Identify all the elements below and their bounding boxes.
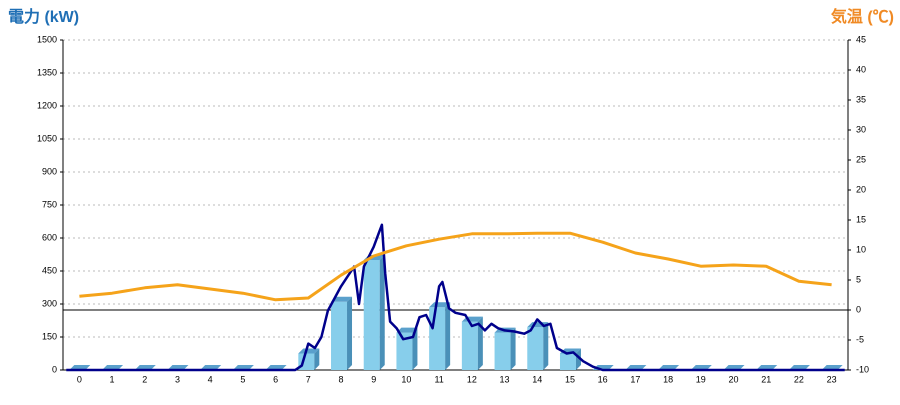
y-tick-label: 450 [42, 265, 57, 275]
y2-tick-label: 35 [856, 94, 866, 104]
x-tick-label: 18 [663, 374, 673, 384]
bar [331, 301, 348, 370]
x-tick-label: 0 [77, 374, 82, 384]
temperature-line [79, 231, 832, 302]
bar-top [298, 348, 320, 354]
y2-tick-label: 0 [856, 304, 861, 314]
x-tick-label: 19 [696, 374, 706, 384]
bar-top [429, 302, 451, 308]
x-tick-label: 9 [371, 374, 376, 384]
x-tick-label: 6 [273, 374, 278, 384]
bar-top [331, 296, 353, 302]
bar [396, 332, 413, 370]
x-tick-label: 22 [794, 374, 804, 384]
power-line [66, 223, 845, 372]
y2-tick-label: 45 [856, 34, 866, 44]
bar [429, 307, 446, 370]
x-tick-label: 13 [500, 374, 510, 384]
bar-side [314, 348, 320, 370]
x-tick-label: 2 [142, 374, 147, 384]
x-tick-label: 3 [175, 374, 180, 384]
bar-side [379, 255, 385, 370]
x-tick-label: 23 [827, 374, 837, 384]
y2-tick-label: 10 [856, 244, 866, 254]
x-tick-label: 10 [401, 374, 411, 384]
bar-side [510, 327, 516, 370]
bar [494, 332, 511, 370]
bar [363, 260, 380, 370]
y-axis-title: 電力 (kW) [8, 7, 79, 26]
x-tick-label: 12 [467, 374, 477, 384]
x-tick-label: 20 [729, 374, 739, 384]
x-tick-label: 5 [240, 374, 245, 384]
y-tick-label: 900 [42, 166, 57, 176]
y2-tick-label: -5 [856, 334, 864, 344]
y-tick-label: 150 [42, 331, 57, 341]
y-tick-label: 0 [52, 364, 57, 374]
y2-tick-label: -10 [856, 364, 869, 374]
y2-tick-label: 25 [856, 154, 866, 164]
y-tick-label: 750 [42, 199, 57, 209]
y-tick-label: 300 [42, 298, 57, 308]
x-tick-label: 15 [565, 374, 575, 384]
y-tick-label: 1350 [37, 67, 57, 77]
x-tick-label: 1 [110, 374, 115, 384]
x-tick-label: 11 [434, 374, 443, 384]
y2-tick-label: 30 [856, 124, 866, 134]
y-tick-label: 1500 [37, 34, 57, 44]
x-tick-label: 4 [208, 374, 213, 384]
x-tick-label: 7 [306, 374, 311, 384]
y2-tick-label: 5 [856, 274, 861, 284]
y2-tick-label: 20 [856, 184, 866, 194]
y2-tick-label: 15 [856, 214, 866, 224]
bar-side [347, 296, 353, 370]
bar-side [575, 348, 581, 370]
x-tick-label: 8 [339, 374, 344, 384]
x-tick-label: 16 [598, 374, 608, 384]
y2-axis-title: 気温 (℃) [831, 7, 894, 26]
y-tick-label: 600 [42, 232, 57, 242]
bar-top [396, 327, 418, 333]
bar [559, 353, 576, 370]
bar-side [445, 302, 451, 370]
bar-side [543, 322, 549, 370]
bar [527, 327, 544, 370]
y-tick-label: 1050 [37, 133, 57, 143]
y2-tick-label: 40 [856, 64, 866, 74]
x-tick-label: 21 [761, 374, 771, 384]
x-tick-label: 17 [630, 374, 640, 384]
bar-side [412, 327, 418, 370]
bar [461, 321, 478, 370]
x-tick-label: 14 [532, 374, 542, 384]
y-tick-label: 1200 [37, 100, 57, 110]
bar-side [477, 316, 483, 370]
